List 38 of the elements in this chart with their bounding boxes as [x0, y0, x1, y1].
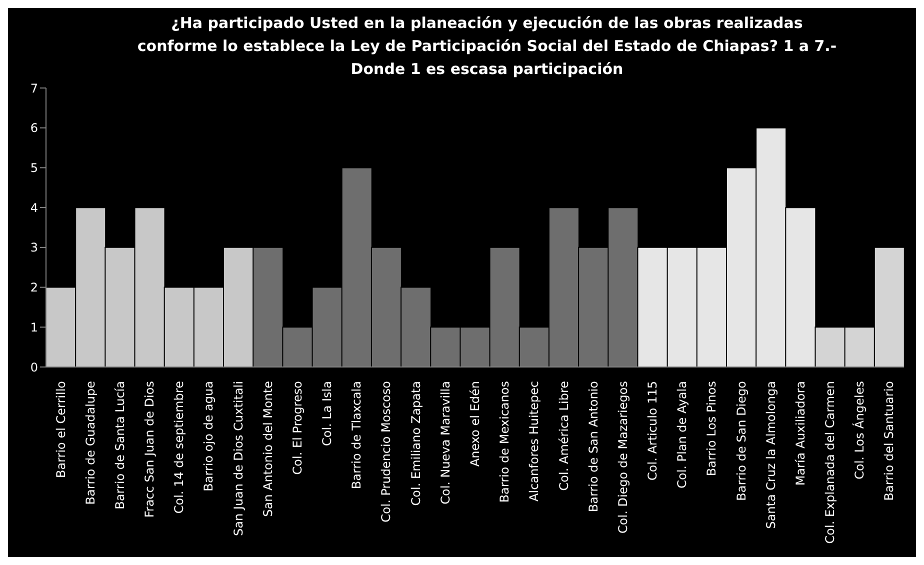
- x-tick-label: Col. Plan de Ayala: [675, 381, 690, 488]
- x-tick-label: Fracc San Juan de Dios: [142, 381, 157, 518]
- x-tick-label: Alcanfores Huitepec: [527, 381, 542, 502]
- x-tick-label: Anexo el Edén: [468, 381, 482, 467]
- x-tick-label: Barrio de San Diego: [734, 381, 748, 501]
- x-tick-label: Col. Prudencio Moscoso: [379, 381, 394, 522]
- x-tick-label: Col. El Progreso: [290, 381, 304, 475]
- x-tick-label: San Antonio del Monte: [260, 381, 275, 517]
- x-tick-label: San Juan de Dios Cuxtitali: [231, 381, 246, 536]
- y-tick-label: 2: [30, 280, 38, 295]
- y-tick-label: 0: [30, 360, 38, 374]
- x-tick-label: Barrio de Guadalupe: [83, 381, 98, 505]
- y-tick-label: 7: [30, 81, 38, 96]
- x-tick-label: Barrio de Santa Lucía: [112, 381, 127, 510]
- x-tick-label: Santa Cruz la Almolonga: [764, 381, 778, 529]
- x-tick-label: Col. 14 de septiembre: [172, 381, 186, 514]
- x-tick-label: María Auxiliadora: [793, 381, 808, 486]
- x-tick-label: Col. Explanada del Carmen: [823, 381, 838, 544]
- x-tick-label: Barrio de San Antonio: [586, 381, 600, 512]
- chart-title: ¿Ha participado Usted en la planeación y ejecución de las obras realizadas conforme lo establece la Ley de Participación Social del Estado de Chiapas? 1 a 7.- Donde 1 es escasa participación: [136, 13, 838, 80]
- x-tick-label: Col. Nueva Maravilla: [438, 381, 452, 504]
- x-tick-label: Col. Emiliano Zapata: [408, 381, 423, 506]
- x-tick-label: Barrio Los Pinos: [704, 381, 719, 476]
- y-tick-label: 4: [30, 200, 38, 215]
- x-tick-label: Barrio de Mexicanos: [498, 381, 512, 503]
- x-tick-label: Barrio de Tlaxcala: [350, 381, 364, 490]
- x-tick-label: Col. Diego de Mazariegos: [616, 381, 630, 534]
- x-tick-label: Barrio del Santuario: [882, 381, 896, 501]
- x-tick-label: Barrio ojo de agua: [202, 381, 216, 492]
- x-tick-label: Col. La Isla: [320, 381, 334, 446]
- x-tick-label: Col. Articulo 115: [646, 381, 660, 480]
- x-tick-label: Barrio el Cerrillo: [54, 381, 68, 478]
- y-tick-label: 6: [30, 121, 38, 136]
- x-tick-label: Col. América Libre: [556, 381, 571, 491]
- x-tick-label: Col. Los Ángeles: [852, 381, 867, 480]
- y-tick-label: 5: [30, 160, 38, 175]
- y-tick-label: 1: [30, 320, 38, 334]
- y-tick-label: 3: [30, 240, 38, 255]
